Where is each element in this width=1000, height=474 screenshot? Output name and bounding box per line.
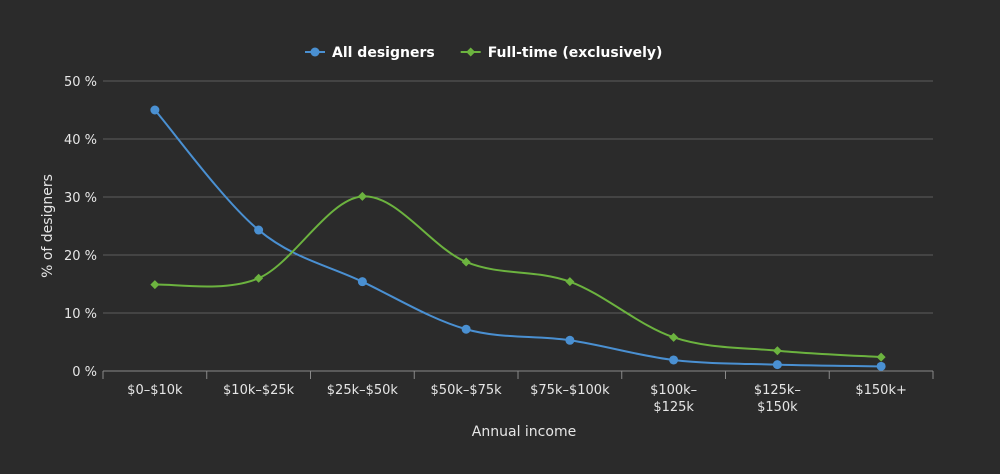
y-tick-label: 50 %	[64, 75, 97, 90]
data-point	[461, 257, 471, 267]
x-tick-label: $100k– $125k	[650, 383, 697, 415]
data-point	[254, 273, 264, 283]
x-axis: $0–$10k $10k–$25k $25k–$50k $50k–$75k $75k–$…	[102, 370, 934, 415]
data-point	[876, 352, 886, 362]
x-tick-label: $0–$10k	[127, 383, 183, 398]
data-point	[150, 105, 160, 115]
data-point	[461, 324, 471, 334]
data-point	[254, 225, 264, 235]
y-tick-label: 0 %	[72, 365, 97, 380]
y-tick-label: 20 %	[64, 249, 97, 264]
x-tick-label: $125k– $150k	[754, 383, 801, 415]
data-point	[565, 277, 575, 287]
y-tick-label: 10 %	[64, 307, 97, 322]
legend: All designers Full-time (exclusively)	[305, 45, 662, 61]
data-point	[669, 332, 679, 342]
data-point	[357, 191, 367, 201]
legend-item: All designers	[305, 45, 435, 61]
gridlines	[103, 80, 933, 314]
data-point	[669, 355, 679, 365]
x-tick-label: $75k–$100k	[530, 383, 610, 398]
x-tick-label: $150k+	[855, 383, 907, 398]
series-group	[150, 105, 886, 371]
data-point	[772, 360, 782, 370]
legend-marker	[310, 47, 320, 57]
y-axis-title: % of designers	[40, 174, 56, 278]
x-tick-label: $10k–$25k	[223, 383, 295, 398]
data-point	[357, 277, 367, 287]
series-line	[154, 195, 882, 359]
y-tick-label: 30 %	[64, 191, 97, 206]
x-axis-title: Annual income	[472, 424, 576, 440]
legend-label: Full-time (exclusively)	[488, 45, 663, 61]
data-point	[150, 280, 160, 290]
data-point	[876, 361, 886, 371]
legend-item: Full-time (exclusively)	[460, 45, 663, 61]
x-tick-label: $25k–$50k	[327, 383, 399, 398]
series-line	[154, 109, 882, 368]
data-point	[565, 335, 575, 345]
legend-marker	[466, 47, 476, 57]
y-axis: 0 % 10 % 20 % 30 % 40 % 50 %	[64, 75, 97, 380]
x-tick-label: $50k–$75k	[431, 383, 503, 398]
data-point	[772, 346, 782, 356]
legend-label: All designers	[332, 45, 435, 61]
series-2	[150, 191, 886, 362]
y-tick-label: 40 %	[64, 133, 97, 148]
series-1	[150, 105, 886, 371]
